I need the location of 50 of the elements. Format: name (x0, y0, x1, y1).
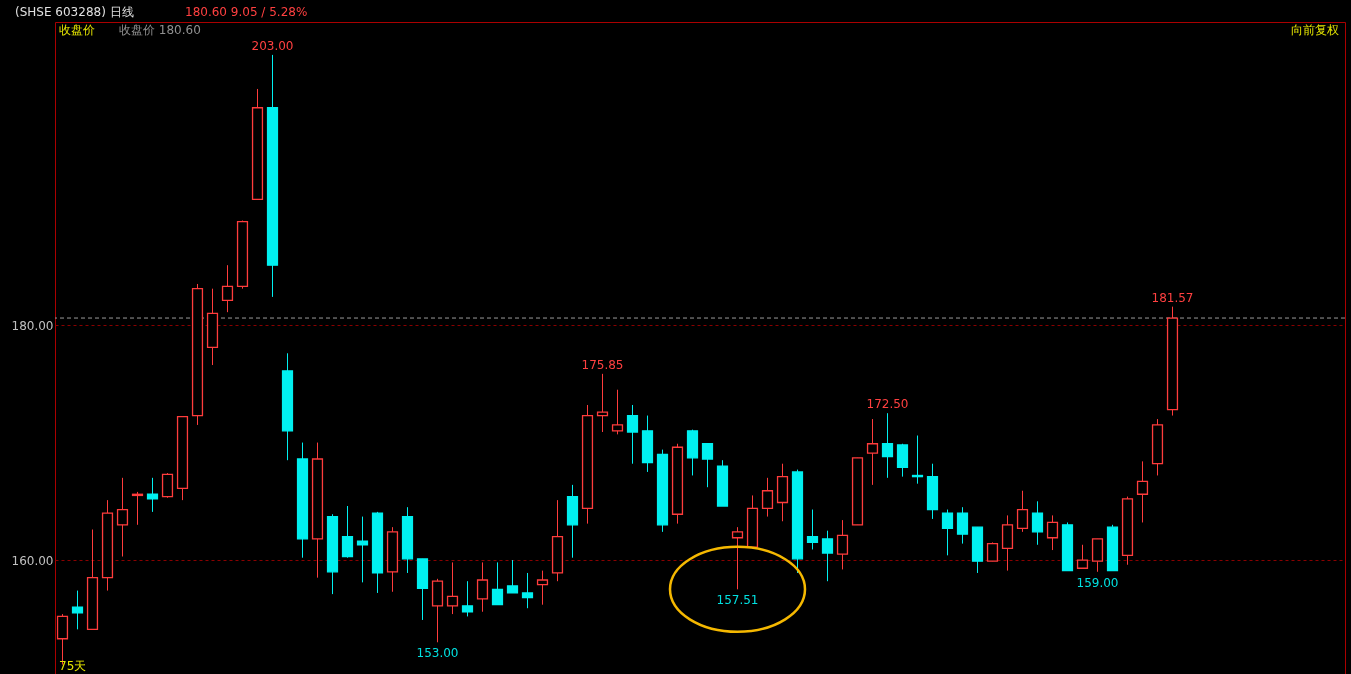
candlestick (476, 561, 489, 613)
candlestick (896, 443, 909, 478)
candlestick (611, 389, 624, 435)
text: 向前复权 (1291, 23, 1339, 37)
candlestick (836, 519, 849, 570)
candlestick (1031, 500, 1044, 546)
candlestick (536, 570, 549, 606)
annotation: 203.00 (251, 38, 294, 53)
candlestick (146, 477, 159, 513)
candlestick (626, 404, 639, 465)
candlestick (881, 412, 894, 479)
annotation: 175.85 (581, 357, 624, 372)
annotation: 75天 (59, 659, 87, 673)
candlestick (956, 506, 969, 545)
candlestick (701, 443, 714, 488)
y-tick-label: 160.00 (11, 553, 54, 568)
candlestick (1076, 544, 1089, 569)
annotation: 收盘价 180.60 (119, 23, 201, 37)
candlestick (731, 526, 744, 590)
candlestick (1046, 514, 1059, 551)
candlestick (461, 580, 474, 617)
candlestick (1136, 460, 1149, 523)
candlestick (161, 472, 174, 499)
annotation: 157.51 (716, 593, 759, 608)
candlestick (506, 559, 519, 594)
candlestick (221, 264, 234, 313)
candlestick (71, 590, 84, 630)
candlestick (941, 509, 954, 556)
annotation: 172.50 (866, 397, 909, 412)
candlestick (1016, 490, 1029, 533)
annotation: 159.00 (1076, 575, 1119, 590)
candlestick (1091, 538, 1104, 573)
chart-subtitle: 180.60 9.05 / 5.28% (185, 5, 308, 19)
candlestick (1001, 514, 1014, 572)
candlestick (446, 561, 459, 615)
annotation: 153.00 (416, 646, 459, 661)
chart-title: (SHSE 603288) 日线 (15, 5, 134, 19)
candlestick (521, 572, 534, 609)
annotation: 收盘价 (59, 23, 95, 37)
annotation: 181.57 (1151, 290, 1194, 305)
y-tick-label: 180.00 (11, 318, 54, 333)
candlestick (806, 509, 819, 550)
candlestick (116, 477, 129, 558)
candlestick (341, 505, 354, 559)
candlestick (761, 477, 774, 518)
candlestick (986, 541, 999, 562)
candlestick (821, 530, 834, 582)
candlestick (596, 373, 609, 433)
candlestick (866, 418, 879, 486)
candlestick (491, 561, 504, 606)
